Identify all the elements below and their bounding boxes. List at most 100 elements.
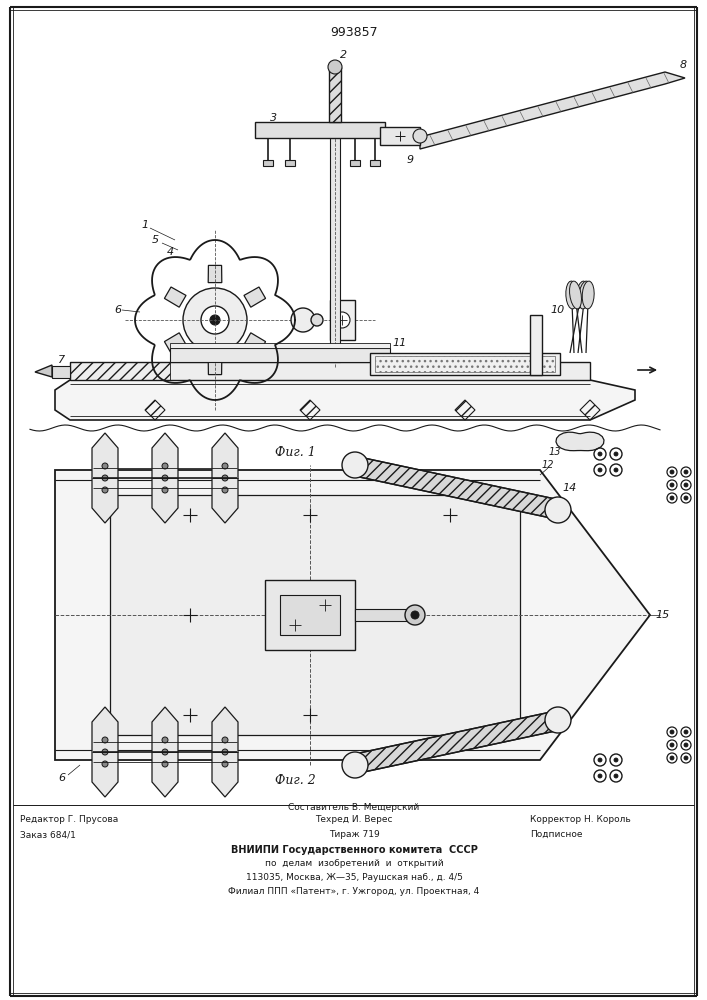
Circle shape [598, 468, 602, 472]
Circle shape [670, 496, 674, 500]
Circle shape [222, 749, 228, 755]
Text: Заказ 684/1: Заказ 684/1 [20, 830, 76, 839]
Circle shape [413, 129, 427, 143]
Polygon shape [578, 281, 590, 309]
Bar [70, 362, 170, 380]
Polygon shape [52, 366, 70, 378]
Circle shape [614, 774, 618, 778]
Polygon shape [244, 287, 266, 307]
Text: 113035, Москва, Ж—35, Раушская наб., д. 4/5: 113035, Москва, Ж—35, Раушская наб., д. … [245, 873, 462, 882]
Polygon shape [55, 380, 635, 420]
Circle shape [598, 758, 602, 762]
Circle shape [684, 470, 688, 474]
Bar [330, 130, 340, 362]
Polygon shape [350, 455, 560, 520]
Text: ВНИИПИ Государственного комитета  СССР: ВНИИПИ Государственного комитета СССР [230, 845, 477, 855]
Circle shape [670, 743, 674, 747]
Circle shape [328, 60, 342, 74]
Circle shape [102, 761, 108, 767]
Circle shape [684, 730, 688, 734]
Polygon shape [208, 357, 222, 375]
Bar [370, 353, 560, 375]
Circle shape [201, 306, 229, 334]
Text: 2: 2 [340, 50, 347, 60]
Circle shape [405, 605, 425, 625]
Circle shape [210, 315, 220, 325]
Text: 15: 15 [656, 610, 670, 620]
Polygon shape [92, 433, 118, 523]
Circle shape [545, 497, 571, 523]
Circle shape [162, 761, 168, 767]
Bar [380, 127, 420, 145]
Text: Техред И. Верес: Техред И. Верес [315, 815, 393, 824]
Circle shape [162, 737, 168, 743]
Circle shape [222, 463, 228, 469]
Text: Тираж 719: Тираж 719 [329, 830, 380, 839]
Text: 9: 9 [407, 155, 414, 165]
Circle shape [545, 707, 571, 733]
Circle shape [162, 475, 168, 481]
Text: 4: 4 [166, 247, 173, 257]
Circle shape [670, 756, 674, 760]
Text: Подписное: Подписное [530, 830, 583, 839]
Text: 10: 10 [550, 305, 564, 315]
Circle shape [102, 475, 108, 481]
Polygon shape [165, 287, 186, 307]
Circle shape [222, 737, 228, 743]
Circle shape [411, 611, 419, 619]
Circle shape [598, 452, 602, 456]
Polygon shape [556, 432, 604, 451]
Circle shape [684, 483, 688, 487]
Bar [530, 315, 542, 375]
Circle shape [222, 475, 228, 481]
Text: 13: 13 [549, 447, 561, 457]
Text: 6: 6 [59, 773, 66, 783]
Text: 3: 3 [270, 113, 277, 123]
Circle shape [183, 288, 247, 352]
Bar [170, 348, 390, 362]
Polygon shape [583, 281, 594, 309]
Polygon shape [152, 707, 178, 797]
Text: Корректор Н. Король: Корректор Н. Король [530, 815, 631, 824]
Bar [285, 160, 295, 166]
Polygon shape [350, 710, 560, 775]
Polygon shape [35, 365, 52, 377]
Polygon shape [244, 333, 266, 353]
Bar [375, 356, 555, 372]
Bar [110, 495, 520, 735]
Circle shape [162, 463, 168, 469]
Bar [350, 160, 360, 166]
Text: 993857: 993857 [330, 25, 378, 38]
Polygon shape [420, 72, 685, 149]
Text: 8: 8 [680, 60, 687, 70]
Text: 12: 12 [542, 460, 554, 470]
Bar [70, 362, 590, 380]
Bar [265, 580, 355, 650]
Bar [263, 160, 273, 166]
Circle shape [222, 487, 228, 493]
Circle shape [342, 752, 368, 778]
Circle shape [291, 308, 315, 332]
Circle shape [670, 730, 674, 734]
Polygon shape [165, 333, 186, 353]
Text: 1: 1 [141, 220, 148, 230]
Polygon shape [92, 707, 118, 797]
Text: Филиал ППП «Патент», г. Ужгород, ул. Проектная, 4: Филиал ППП «Патент», г. Ужгород, ул. Про… [228, 887, 479, 896]
Circle shape [102, 749, 108, 755]
Circle shape [614, 468, 618, 472]
Circle shape [162, 487, 168, 493]
Polygon shape [212, 433, 238, 523]
Bar [370, 160, 380, 166]
Circle shape [614, 452, 618, 456]
Circle shape [342, 452, 368, 478]
Text: 6: 6 [115, 305, 122, 315]
Text: Редактор Г. Прусова: Редактор Г. Прусова [20, 815, 118, 824]
Circle shape [614, 758, 618, 762]
Text: 11: 11 [393, 338, 407, 348]
Polygon shape [570, 281, 581, 309]
Text: Составитель В. Мещерский: Составитель В. Мещерский [288, 803, 420, 812]
Text: 14: 14 [563, 483, 577, 493]
Circle shape [670, 470, 674, 474]
Text: 5: 5 [151, 235, 158, 245]
Polygon shape [208, 265, 222, 283]
